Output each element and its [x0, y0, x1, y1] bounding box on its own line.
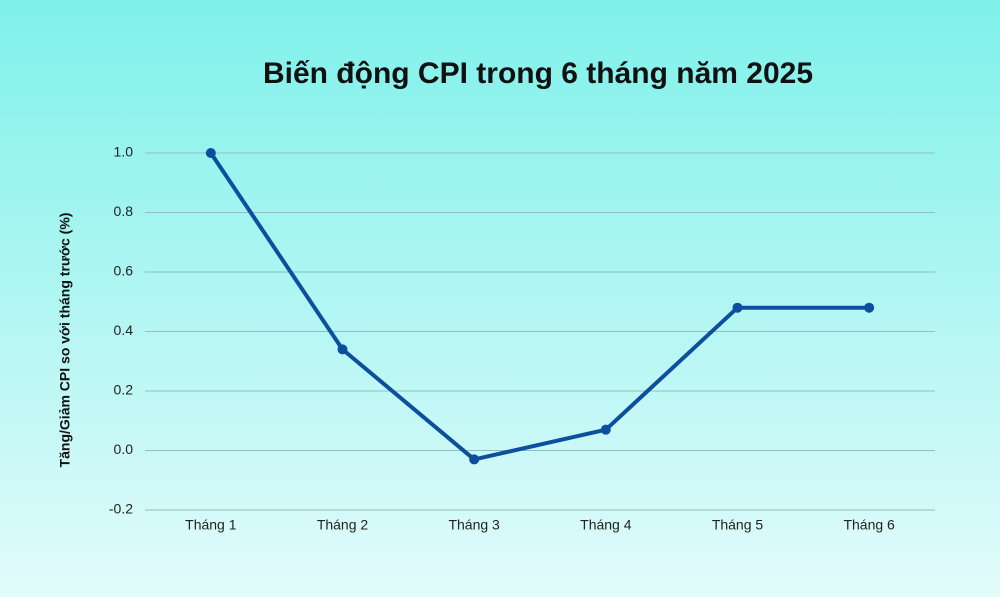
point	[469, 454, 480, 465]
x-tick-label: Tháng 6	[843, 517, 895, 533]
y-tick-label: 0.6	[114, 263, 134, 279]
y-tick-label: 0.0	[114, 441, 134, 457]
y-tick-label: 0.2	[114, 382, 134, 398]
chart-title: Biến động CPI trong 6 tháng năm 2025	[263, 57, 813, 90]
x-tick-label: Tháng 3	[448, 517, 500, 533]
y-tick-label: 0.8	[114, 203, 134, 219]
y-axis-label: Tăng/Giảm CPI so với tháng trước (%)	[57, 213, 73, 468]
x-tick-label: Tháng 4	[580, 517, 632, 533]
x-tick-label: Tháng 2	[317, 517, 369, 533]
y-tick-label: 0.4	[114, 322, 134, 338]
x-tick-label: Tháng 5	[712, 517, 764, 533]
line	[209, 151, 870, 462]
point	[205, 148, 216, 158]
point	[732, 302, 743, 313]
point	[600, 424, 611, 435]
x-tick-label: Tháng 1	[185, 517, 237, 533]
point	[864, 302, 875, 313]
point	[337, 344, 348, 355]
y-tick-label: 1.0	[114, 144, 134, 160]
y-tick-label: -0.2	[109, 501, 133, 517]
